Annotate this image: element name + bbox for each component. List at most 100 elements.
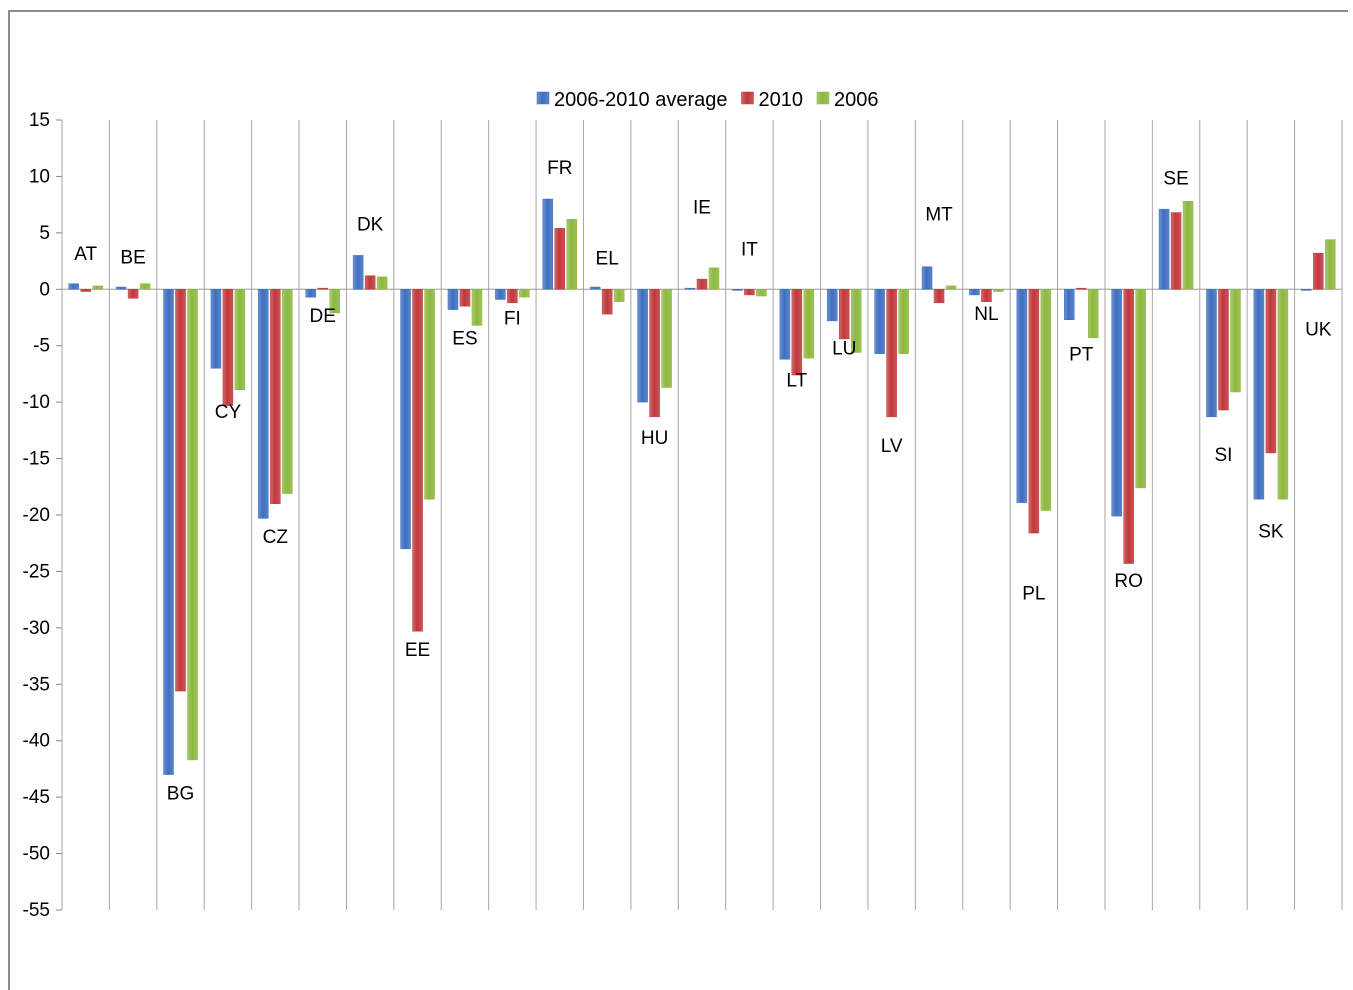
bar-pt-series-2	[1088, 289, 1099, 339]
bar-hu-series-2	[661, 289, 672, 388]
bar-lu-series-1	[838, 289, 850, 340]
category-label-bg: BG	[167, 783, 194, 804]
bar-ro-series-1	[1123, 289, 1134, 564]
y-axis: 15 10 5 0 -5 -10 -15 -20 -25 -30 -35 -40 -45 -50 -55	[23, 110, 1342, 921]
y-tick-label: -55	[23, 900, 50, 921]
category-label-dk: DK	[357, 215, 384, 236]
bar-mt-series-0	[921, 266, 933, 290]
bar-dk-series-0	[352, 255, 364, 290]
bar-fr-series-0	[542, 198, 554, 290]
bar-sk-series-1	[1265, 289, 1277, 454]
bar-cz-series-2	[282, 289, 293, 494]
category-label-cy: CY	[215, 402, 242, 423]
bar-es-series-1	[459, 289, 471, 307]
bar-si-series-0	[1206, 289, 1217, 418]
y-tick-label: -40	[23, 731, 50, 752]
bar-mt-series-2	[945, 285, 957, 290]
bar-el-series-2	[613, 289, 625, 302]
grid-layer	[61, 120, 1343, 910]
category-label-fr: FR	[547, 158, 572, 179]
bar-ro-series-0	[1111, 289, 1122, 517]
bar-fr-series-2	[566, 219, 578, 290]
bar-lv-series-2	[898, 289, 909, 354]
bar-lv-series-1	[886, 289, 897, 418]
bar-se-series-2	[1182, 201, 1194, 290]
bar-bg-series-1	[175, 289, 186, 692]
bar-it-series-0	[732, 289, 743, 291]
bar-lt-series-2	[803, 289, 815, 359]
bar-lv-series-0	[874, 289, 885, 354]
bar-hu-series-0	[637, 289, 648, 403]
y-tick-label: -10	[23, 392, 50, 413]
category-label-uk: UK	[1305, 320, 1332, 341]
bar-be-series-0	[115, 286, 127, 290]
bar-sk-series-0	[1253, 289, 1265, 500]
y-tick-label: -20	[23, 505, 50, 526]
bar-lt-series-1	[791, 289, 803, 376]
bar-bg-series-2	[187, 289, 198, 761]
y-tick-label: -35	[23, 674, 50, 695]
category-labels: AT BE BG CY CZ DE DK EE ES FI FR EL HU IE IT LT LU LV MT NL…	[74, 158, 1332, 804]
bar-pl-series-1	[1028, 289, 1040, 534]
legend-entry-label: 2010	[758, 89, 803, 111]
category-label-ro: RO	[1114, 571, 1143, 592]
category-label-nl: NL	[974, 304, 998, 325]
category-label-cz: CZ	[263, 527, 289, 548]
category-label-be: BE	[120, 247, 145, 268]
legend: 2006-2010 average 2010 2006	[536, 89, 879, 111]
category-label-it: IT	[741, 239, 758, 260]
category-label-ee: EE	[405, 640, 430, 661]
bar-fr-series-1	[554, 228, 566, 290]
bar-pl-series-0	[1016, 289, 1028, 503]
bar-se-series-0	[1158, 208, 1170, 290]
y-tick-label: 0	[39, 279, 50, 300]
bar-ro-series-2	[1135, 289, 1146, 489]
bar-dk-series-1	[364, 275, 376, 290]
category-label-lv: LV	[881, 436, 903, 457]
bar-de-series-2	[329, 289, 340, 314]
bar-pl-series-2	[1040, 289, 1052, 511]
bar-fi-series-0	[495, 289, 506, 300]
bar-bg-series-0	[163, 289, 174, 775]
legend-swatch	[536, 91, 550, 105]
bar-it-series-2	[756, 289, 767, 297]
bar-be-series-1	[127, 289, 139, 299]
bar-sk-series-2	[1277, 289, 1289, 500]
bar-de-series-0	[305, 289, 316, 298]
bar-pt-series-0	[1064, 289, 1075, 321]
bar-fi-series-2	[519, 289, 530, 298]
bar-ee-series-0	[400, 289, 411, 550]
bar-at-series-1	[80, 289, 91, 292]
category-label-mt: MT	[925, 204, 953, 225]
bar-dk-series-2	[376, 276, 388, 290]
chart-frame	[8, 10, 1348, 990]
category-label-fi: FI	[504, 308, 521, 329]
bar-hu-series-1	[649, 289, 660, 418]
bar-de-series-1	[317, 287, 328, 290]
category-label-pl: PL	[1022, 584, 1045, 605]
legend-entry-label: 2006	[834, 89, 879, 111]
category-label-lu: LU	[832, 339, 856, 360]
bar-nl-series-0	[969, 289, 980, 296]
bar-es-series-2	[471, 289, 483, 326]
bar-uk-series-2	[1325, 239, 1336, 290]
legend-swatch	[816, 91, 830, 105]
bar-pt-series-1	[1076, 287, 1087, 290]
category-label-si: SI	[1215, 445, 1233, 466]
category-label-es: ES	[452, 329, 477, 350]
category-label-at: AT	[74, 244, 97, 265]
category-label-se: SE	[1163, 168, 1188, 189]
bar-it-series-1	[744, 289, 755, 296]
legend-entry-label: 2006-2010 average	[554, 89, 727, 111]
bar-ee-series-2	[424, 289, 435, 500]
bar-uk-series-0	[1301, 289, 1312, 291]
category-label-sk: SK	[1258, 522, 1284, 543]
bar-nl-series-2	[993, 289, 1004, 292]
bar-cy-series-1	[222, 289, 234, 406]
bar-at-series-2	[92, 285, 103, 290]
bar-lu-series-0	[826, 289, 838, 322]
bar-mt-series-1	[933, 289, 945, 304]
category-label-de: DE	[310, 306, 336, 327]
bar-se-series-1	[1170, 212, 1182, 290]
